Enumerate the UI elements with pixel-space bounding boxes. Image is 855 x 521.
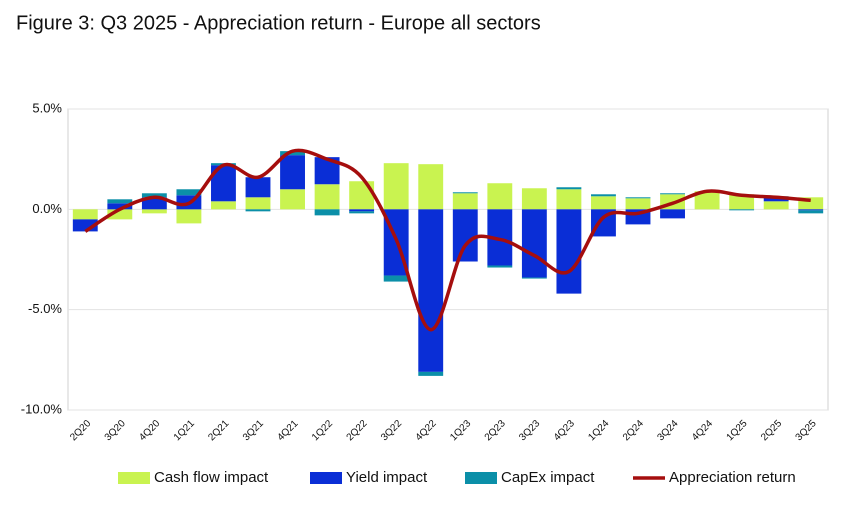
- x-tick-label: 2Q20: [68, 418, 93, 443]
- x-tick-label: 2Q25: [759, 418, 784, 443]
- x-tick-label: 2Q23: [483, 418, 508, 443]
- x-tick-label: 2Q24: [621, 418, 646, 443]
- bar: [694, 191, 720, 210]
- bar: [141, 197, 167, 210]
- bar: [556, 187, 582, 190]
- bar: [729, 209, 755, 211]
- bar: [487, 183, 513, 210]
- x-tick-label: 4Q21: [275, 418, 300, 443]
- x-tick-label: 4Q22: [414, 418, 439, 443]
- bar: [349, 211, 375, 214]
- x-tick-label: 3Q20: [103, 418, 128, 443]
- bar: [625, 198, 651, 210]
- bar: [660, 193, 685, 195]
- x-tick-label: 4Q20: [137, 418, 162, 443]
- bar: [591, 196, 616, 210]
- legend-label: CapEx impact: [501, 469, 595, 486]
- bar: [521, 188, 547, 210]
- legend-marker: [118, 472, 150, 484]
- legend-label: Appreciation return: [669, 469, 796, 486]
- bar: [176, 189, 202, 196]
- x-tick-label: 2Q22: [345, 418, 370, 443]
- bar: [383, 275, 409, 282]
- bar: [556, 189, 582, 210]
- y-tick-label: 0.0%: [32, 201, 62, 216]
- bar: [521, 277, 547, 279]
- bar: [349, 209, 375, 212]
- chart-title: Figure 3: Q3 2025 - Appreciation return …: [16, 12, 541, 34]
- bar: [245, 209, 271, 212]
- bar: [798, 210, 824, 214]
- x-tick-label: 4Q24: [690, 418, 715, 443]
- bar: [72, 209, 98, 220]
- bar: [452, 209, 478, 262]
- x-tick-label: 1Q22: [310, 418, 335, 443]
- y-tick-label: 5.0%: [32, 100, 62, 115]
- bar: [107, 203, 133, 210]
- bar: [176, 209, 202, 224]
- bar: [349, 181, 375, 210]
- bar: [591, 194, 616, 197]
- x-tick-label: 3Q24: [655, 418, 680, 443]
- bar: [798, 209, 824, 211]
- bar: [141, 193, 167, 198]
- x-tick-label: 1Q25: [725, 418, 750, 443]
- bar: [763, 201, 789, 210]
- bar: [107, 209, 133, 220]
- bar: [556, 209, 582, 294]
- bar: [418, 209, 444, 372]
- bar: [452, 192, 478, 194]
- bar: [211, 201, 236, 210]
- bar: [314, 184, 340, 210]
- bar: [452, 193, 478, 210]
- bar: [280, 151, 305, 156]
- x-tick-label: 3Q25: [794, 418, 819, 443]
- bar: [107, 199, 133, 204]
- bar: [660, 209, 685, 219]
- x-tick-label: 3Q23: [517, 418, 542, 443]
- bar: [141, 209, 167, 214]
- bar: [314, 209, 340, 216]
- bar: [763, 197, 789, 202]
- bar: [418, 164, 444, 210]
- legend-marker: [310, 472, 342, 484]
- y-tick-label: -5.0%: [28, 301, 62, 316]
- line: [84, 148, 811, 332]
- legend-label: Yield impact: [346, 469, 428, 486]
- x-tick-label: 1Q24: [586, 418, 611, 443]
- x-tick-label: 4Q23: [552, 418, 577, 443]
- y-tick-label: -10.0%: [21, 401, 63, 416]
- plot-frame: [67, 108, 829, 411]
- bar: [280, 155, 305, 190]
- legend-label: Cash flow impact: [154, 469, 269, 486]
- x-tick-label: 3Q21: [241, 418, 266, 443]
- bar: [487, 265, 513, 268]
- bar: [280, 189, 305, 210]
- x-tick-label: 2Q21: [206, 418, 231, 443]
- bar: [729, 194, 755, 210]
- bar: [245, 197, 271, 210]
- bar: [521, 209, 547, 278]
- x-tick-label: 1Q21: [172, 418, 197, 443]
- x-tick-label: 3Q22: [379, 418, 404, 443]
- bar: [383, 163, 409, 210]
- bar: [245, 177, 271, 198]
- bar: [625, 197, 651, 199]
- x-tick-label: 1Q23: [448, 418, 473, 443]
- legend-marker: [465, 472, 497, 484]
- bar: [418, 371, 444, 376]
